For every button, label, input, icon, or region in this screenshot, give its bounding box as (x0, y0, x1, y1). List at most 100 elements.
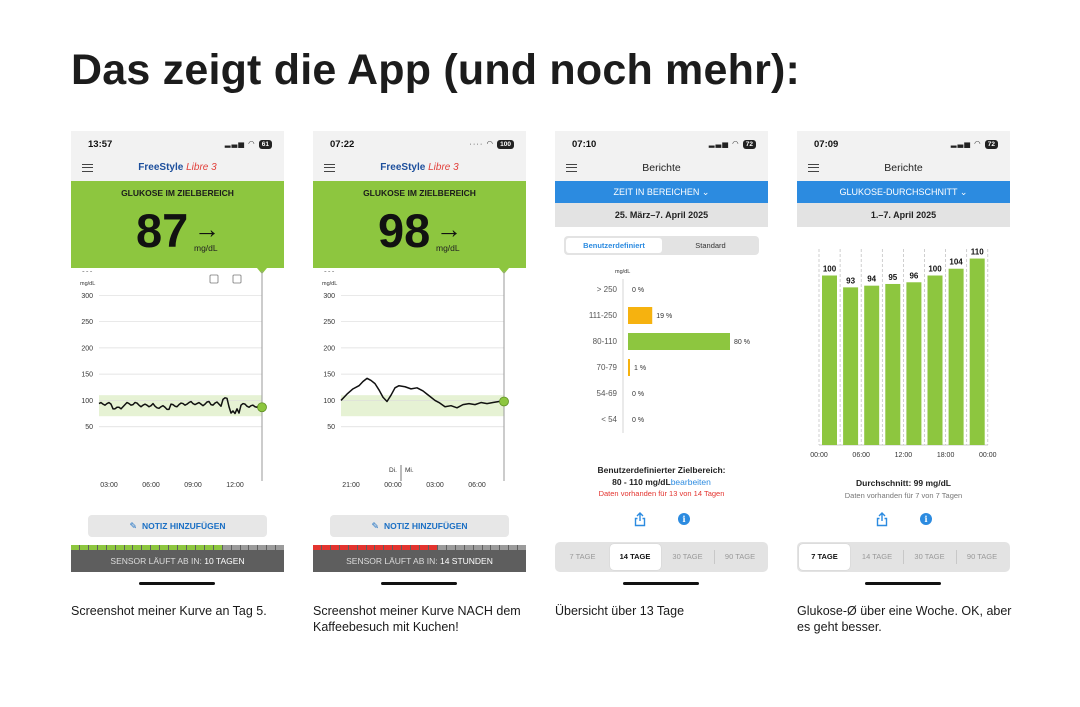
share-icon[interactable] (876, 512, 888, 527)
caption-4: Glukose-Ø über eine Woche. OK, aber es g… (797, 604, 1012, 634)
edit-link[interactable]: bearbeiten (670, 476, 711, 487)
glucose-curve-chart: mg/dL 350 300 250 200 150 100 50 03:00 06:00 09:00… (80, 271, 267, 489)
range-segment-control: Benutzerdefiniert Standard (564, 236, 759, 255)
signal-icon: ▂▃▅ (224, 139, 246, 148)
sensor-progress-segment (186, 545, 195, 550)
phone-screenshot-1: 13:57 ▂▃▅ ◠ 61 FreeStyle Libre 3 GLUKOSE… (71, 131, 284, 587)
chevron-down-icon: ⌄ (701, 187, 710, 197)
sensor-progress-segment (313, 545, 321, 550)
range-category-label: > 250 (597, 285, 618, 294)
y-tick-label: 150 (323, 372, 335, 379)
y-tick-label: 350 (81, 271, 93, 274)
report-selector-label: GLUKOSE-DURCHSCHNITT (839, 187, 958, 197)
target-range-band (341, 395, 504, 417)
home-indicator (381, 582, 457, 585)
wifi-icon: ◠ (486, 139, 495, 148)
status-time: 07:10 (572, 139, 597, 150)
glucose-banner: GLUKOSE IM ZIELBEREICH 87 → mg/dL (71, 181, 284, 268)
menu-icon[interactable] (566, 164, 577, 172)
screen-title: Berichte (642, 162, 681, 174)
average-bar (948, 268, 964, 445)
x-tick-label: 12:00 (226, 482, 244, 489)
sensor-progress-segment (169, 545, 178, 550)
range-value-label: 0 % (632, 417, 644, 424)
sensor-progress-segment (151, 545, 160, 550)
sensor-progress-segment (142, 545, 151, 550)
average-value: Durchschnitt: 99 mg/dL (856, 478, 951, 488)
period-tab[interactable]: 30 TAGE (914, 552, 945, 561)
y-tick-label: 50 (85, 424, 93, 431)
average-bar (864, 285, 880, 445)
average-bar (927, 275, 943, 445)
sensor-progress-segment (509, 545, 518, 550)
sensor-progress-segment (71, 545, 79, 550)
sensor-progress-segment (393, 545, 402, 550)
event-marker-icon (232, 274, 242, 284)
period-tab[interactable]: 14 TAGE (609, 544, 661, 570)
menu-icon[interactable] (808, 164, 819, 172)
y-tick-label: 300 (81, 293, 93, 300)
caption-2: Screenshot meiner Kurve NACH dem Kaffeeb… (313, 604, 521, 634)
range-bar (628, 307, 653, 324)
x-tick-label: 09:00 (184, 482, 202, 489)
battery-icon: 100 (497, 140, 514, 149)
sensor-progress-segment (482, 545, 491, 550)
status-time: 07:22 (330, 139, 355, 150)
add-note-button[interactable]: ✎ NOTIZ HINZUFÜGEN (88, 515, 267, 537)
y-axis-unit: mg/dL (322, 281, 337, 287)
x-tick-label: 21:00 (342, 482, 360, 489)
glucose-value: 87 (136, 204, 189, 257)
period-tab[interactable]: 7 TAGE (569, 552, 596, 561)
period-tab[interactable]: 30 TAGE (672, 552, 703, 561)
menu-icon[interactable] (324, 164, 335, 172)
report-selector[interactable]: ZEIT IN BEREICHEN ⌄ (555, 181, 768, 203)
sensor-progress-segment (402, 545, 411, 550)
report-selector-label: ZEIT IN BEREICHEN (613, 187, 700, 197)
phone-screenshot-2: 07:22 ···· ◠ 100 FreeStyle Libre 3 GLUKO… (313, 131, 526, 587)
date-range: 1.–7. April 2025 (797, 203, 1010, 227)
sensor-progress (71, 545, 284, 550)
sensor-progress-segment (267, 545, 276, 550)
status-time: 07:09 (814, 139, 839, 150)
phone-screenshot-4: 07:09 ▂▃▅ ◠ 72 Berichte GLUKOSE-DURCHSCH… (797, 131, 1010, 587)
add-note-label: NOTIZ HINZUFÜGEN (141, 521, 226, 531)
average-bar (843, 287, 859, 445)
sensor-remaining: 14 STUNDEN (439, 556, 493, 566)
sensor-progress-segment (97, 545, 106, 550)
x-tick-label: 00:00 (979, 452, 997, 459)
sensor-progress-segment (276, 545, 284, 550)
glucose-status-label: GLUKOSE IM ZIELBEREICH (363, 188, 476, 198)
y-axis-unit: mg/dL (615, 269, 630, 275)
range-category-label: 111-250 (589, 311, 618, 320)
signal-icon: ▂▃▅ (708, 139, 730, 148)
x-tick-label: 18:00 (937, 452, 955, 459)
app-bar: Berichte (555, 155, 768, 181)
range-category-label: 54-69 (597, 389, 618, 398)
report-selector[interactable]: GLUKOSE-DURCHSCHNITT ⌄ (797, 181, 1010, 203)
app-bar: Berichte (797, 155, 1010, 181)
x-tick-label: 00:00 (810, 452, 828, 459)
share-icon[interactable] (634, 512, 646, 527)
sensor-progress-segment (500, 545, 509, 550)
data-availability: Daten vorhanden für 13 von 14 Tagen (598, 489, 725, 498)
info-icon[interactable]: i (920, 513, 932, 525)
period-tab[interactable]: 14 TAGE (861, 552, 893, 561)
period-tab[interactable]: 90 TAGE (966, 552, 998, 561)
period-tabs: 7 TAGE 14 TAGE 30 TAGE 90 TAGE (797, 542, 1010, 572)
period-tab[interactable]: 90 TAGE (724, 552, 756, 561)
segment-custom[interactable]: Benutzerdefiniert (566, 238, 662, 253)
period-tab[interactable]: 7 TAGE (799, 544, 850, 570)
bar-value-label: 93 (846, 276, 855, 285)
menu-icon[interactable] (82, 164, 93, 172)
add-note-button[interactable]: ✎ NOTIZ HINZUFÜGEN (330, 515, 509, 537)
sensor-progress-segment (348, 545, 357, 550)
x-tick-label: 03:00 (100, 482, 118, 489)
bar-value-label: 100 (928, 265, 942, 274)
bar-value-label: 110 (971, 248, 984, 257)
home-indicator (623, 582, 699, 585)
add-note-label: NOTIZ HINZUFÜGEN (383, 521, 468, 531)
segment-standard[interactable]: Standard (695, 241, 726, 250)
info-icon[interactable]: i (678, 513, 690, 525)
signal-icon: ▂▃▅ (950, 139, 972, 148)
logo-brand: FreeStyle (380, 162, 426, 173)
